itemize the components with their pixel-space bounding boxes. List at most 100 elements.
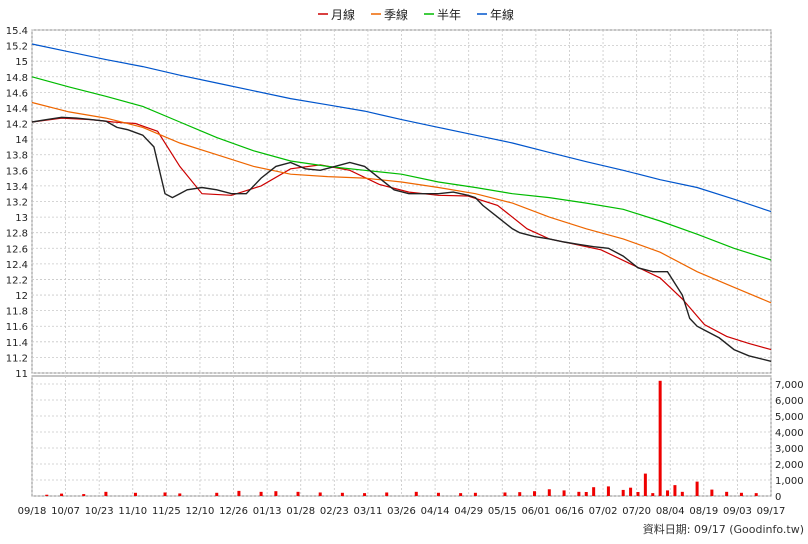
volume-bar: [547, 489, 551, 496]
price-tick-label: 14.8: [6, 73, 28, 84]
series-line: [31, 101, 772, 304]
volume-tick-label: 1,000: [775, 476, 804, 487]
volume-bar: [45, 494, 49, 496]
date-tick-label: 10/07: [51, 506, 80, 517]
date-tick-label: 01/13: [253, 506, 282, 517]
date-tick-label: 08/04: [656, 506, 685, 517]
date-tick-label: 10/23: [85, 506, 114, 517]
date-tick-label: 04/14: [421, 506, 450, 517]
date-tick-label: 03/26: [387, 506, 416, 517]
date-tick-label: 05/15: [488, 506, 517, 517]
volume-bar: [363, 493, 367, 496]
volume-bar: [651, 493, 655, 496]
date-tick-label: 06/01: [521, 506, 550, 517]
volume-bar: [666, 490, 670, 496]
volume-bar: [163, 492, 167, 496]
volume-bar: [739, 492, 743, 496]
volume-bar: [621, 489, 625, 496]
price-tick-label: 11: [15, 369, 28, 380]
volume-bars: [45, 380, 758, 496]
volume-bar: [562, 490, 566, 496]
price-tick-label: 14: [15, 135, 28, 146]
volume-axis: 7,000 6,000 5,000 4,000 3,000 2,000 1,000 0: [775, 380, 804, 503]
volume-bar: [518, 492, 522, 496]
volume-bar: [237, 490, 241, 496]
volume-tick-label: 4,000: [775, 428, 804, 439]
volume-bar: [104, 491, 108, 496]
date-tick-label: 11/25: [152, 506, 181, 517]
volume-bar: [658, 380, 662, 496]
price-tick-label: 12.2: [6, 275, 28, 286]
volume-bar: [503, 492, 507, 496]
date-tick-label: 06/16: [555, 506, 584, 517]
price-tick-label: 15: [15, 57, 28, 68]
volume-bar: [680, 491, 684, 496]
volume-bar: [533, 491, 537, 496]
date-tick-label: 04/29: [454, 506, 483, 517]
volume-bar: [133, 492, 137, 496]
price-tick-label: 14.6: [6, 88, 28, 99]
volume-bar: [259, 491, 263, 496]
series-line: [31, 43, 772, 213]
date-tick-label: 07/20: [622, 506, 651, 517]
price-tick-label: 13.6: [6, 166, 28, 177]
volume-bar: [629, 487, 633, 496]
price-axis: 15.4 15.2 15 14.8 14.6 14.4 14.2 14 13.8 13.6 13.4…: [6, 26, 28, 380]
volume-bar: [385, 492, 389, 496]
price-tick-label: 15.2: [6, 42, 28, 53]
moving-average-lines: [31, 43, 772, 362]
date-tick-label: 09/03: [723, 506, 752, 517]
volume-bar: [436, 492, 440, 496]
price-tick-label: 14.4: [6, 104, 28, 115]
volume-bar: [606, 486, 610, 496]
volume-bar: [459, 493, 463, 496]
legend: 月線 季線 半年 年線: [318, 7, 514, 22]
volume-bar: [274, 491, 278, 496]
volume-bar: [673, 485, 677, 496]
legend-label: 月線: [331, 7, 355, 22]
volume-bar: [710, 489, 714, 496]
date-tick-label: 07/02: [589, 506, 618, 517]
price-tick-label: 11.2: [6, 353, 28, 364]
volume-bar: [584, 492, 588, 496]
price-tick-label: 14.2: [6, 120, 28, 131]
data-date-credit: 資料日期: 09/17 (Goodinfo.tw): [643, 522, 804, 536]
date-tick-label: 08/19: [689, 506, 718, 517]
volume-bar: [178, 493, 182, 496]
series-line: [31, 76, 772, 261]
volume-bar: [754, 493, 758, 496]
volume-bar: [82, 494, 86, 496]
volume-bar: [318, 492, 322, 496]
price-tick-label: 11.4: [6, 338, 28, 349]
volume-bar: [592, 487, 596, 496]
price-tick-label: 13.4: [6, 182, 28, 193]
series-line: [31, 116, 772, 362]
volume-bar: [577, 491, 581, 496]
grid: [31, 29, 772, 497]
date-tick-label: 09/17: [757, 506, 786, 517]
date-tick-label: 01/28: [286, 506, 315, 517]
date-tick-label: 12/10: [186, 506, 215, 517]
volume-bar: [725, 491, 729, 496]
date-tick-label: 03/11: [353, 506, 382, 517]
volume-bar: [340, 492, 344, 496]
date-tick-label: 11/10: [118, 506, 147, 517]
date-tick-label: 02/23: [320, 506, 349, 517]
volume-tick-label: 7,000: [775, 380, 804, 391]
price-tick-label: 11.8: [6, 307, 28, 318]
volume-bar: [636, 492, 640, 496]
price-tick-label: 15.4: [6, 26, 28, 37]
legend-label: 年線: [490, 7, 514, 22]
legend-label: 季線: [384, 7, 408, 22]
volume-bar: [473, 492, 477, 496]
price-tick-label: 13.2: [6, 198, 28, 209]
price-tick-label: 12.8: [6, 229, 28, 240]
price-tick-label: 13: [15, 213, 28, 224]
volume-tick-label: 3,000: [775, 444, 804, 455]
price-tick-label: 12: [15, 291, 28, 302]
price-tick-label: 13.8: [6, 151, 28, 162]
volume-tick-label: 0: [775, 492, 781, 503]
date-axis: 09/18 10/07 10/23 11/10 11/25 12/10 12/26 01/13…: [18, 506, 786, 517]
